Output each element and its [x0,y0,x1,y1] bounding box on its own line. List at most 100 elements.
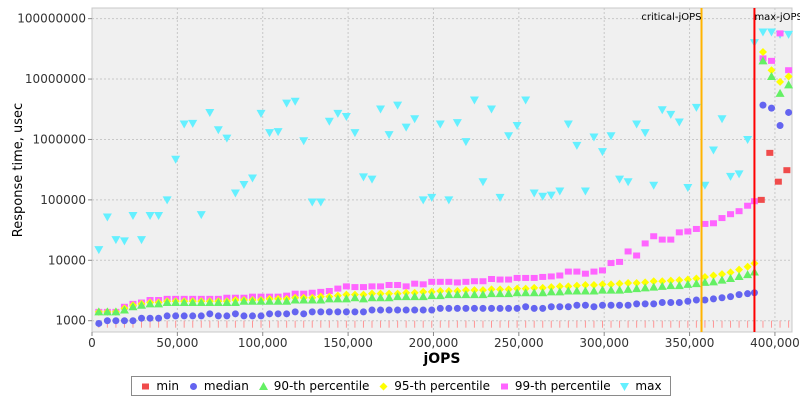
data-point [256,296,266,305]
legend: min median 90-th percentile 95-th percentil… [131,376,671,396]
data-point [556,272,564,279]
data-point [675,276,684,285]
data-point [358,173,368,182]
data-point [462,304,470,312]
data-point [145,212,155,221]
data-point [247,174,257,183]
data-point [436,287,445,296]
data-point [188,119,198,128]
data-point [563,120,573,129]
legend-swatch-icon [620,382,630,391]
data-point [103,317,111,325]
data-point [300,290,308,297]
data-point [784,80,794,89]
data-point [308,308,316,316]
data-point [758,56,768,65]
legend-marker [258,381,268,390]
data-point [598,301,606,309]
legend-marker [500,383,508,389]
data-point [546,287,556,296]
data-point [589,286,599,295]
data-point [744,290,752,298]
data-point [341,294,351,303]
data-point [589,280,598,289]
data-point [581,280,590,289]
data-point [606,132,616,141]
data-point [632,284,642,293]
data-point [334,285,342,292]
series-max [94,28,794,255]
x-tick-label: 350,000 [665,336,715,350]
x-axis-title: jOPS [422,351,460,367]
x-axis-ticks: 0 50,000 100,000 150,000 200,000 250,000 300,0… [88,332,800,350]
data-point [102,307,112,316]
data-point [521,96,531,105]
data-point [120,317,128,325]
data-point [555,287,565,296]
data-point [768,104,776,112]
data-point [616,258,624,265]
data-point [495,193,505,202]
data-point [452,290,462,299]
data-point [290,295,300,304]
data-point [529,288,539,297]
data-point [735,208,743,215]
data-point [547,303,555,311]
data-point [470,304,478,312]
data-point [307,198,317,207]
data-point [359,308,367,316]
data-point [598,280,607,289]
data-point [351,284,359,291]
legend-marker [189,382,197,390]
data-point [597,148,607,157]
plot-area [91,7,793,333]
data-point [597,285,607,294]
data-point [325,308,333,316]
data-point [436,304,444,312]
data-point [700,181,710,190]
y-tick-label: 100000000 [17,12,86,26]
data-point [265,296,275,305]
data-point [785,67,793,74]
x-tick-label: 300,000 [579,336,629,350]
data-point [119,237,129,246]
series-min [757,149,791,203]
data-point [667,236,675,243]
data-point [129,317,137,325]
data-point [410,115,420,124]
data-point [333,294,343,303]
data-point [641,278,650,287]
data-point [504,132,514,141]
data-point [205,108,215,117]
data-point [546,191,556,200]
data-point [377,306,385,314]
data-point [776,77,785,86]
data-point [675,229,683,236]
data-point [530,274,538,281]
data-point [94,307,104,316]
legend-swatch-icon [500,383,508,389]
legend-label: 95-th percentile [394,379,491,393]
data-point [479,278,487,285]
data-point [776,30,784,37]
data-point [385,306,393,314]
data-point [487,105,497,114]
data-point [324,117,334,126]
data-point [692,225,700,232]
data-point [649,277,658,286]
data-point [444,290,454,299]
x-tick-label: 100,000 [238,336,288,350]
data-point [154,299,164,308]
data-point [633,300,641,308]
data-point [744,202,752,209]
data-point [342,308,350,316]
data-point [624,301,632,309]
data-point [273,128,283,137]
data-point [718,215,726,222]
data-point [358,294,368,303]
data-point [623,284,633,293]
legend-item: min [140,379,179,393]
data-point [640,283,650,292]
data-point [155,314,163,322]
legend-swatch-icon [379,382,388,390]
